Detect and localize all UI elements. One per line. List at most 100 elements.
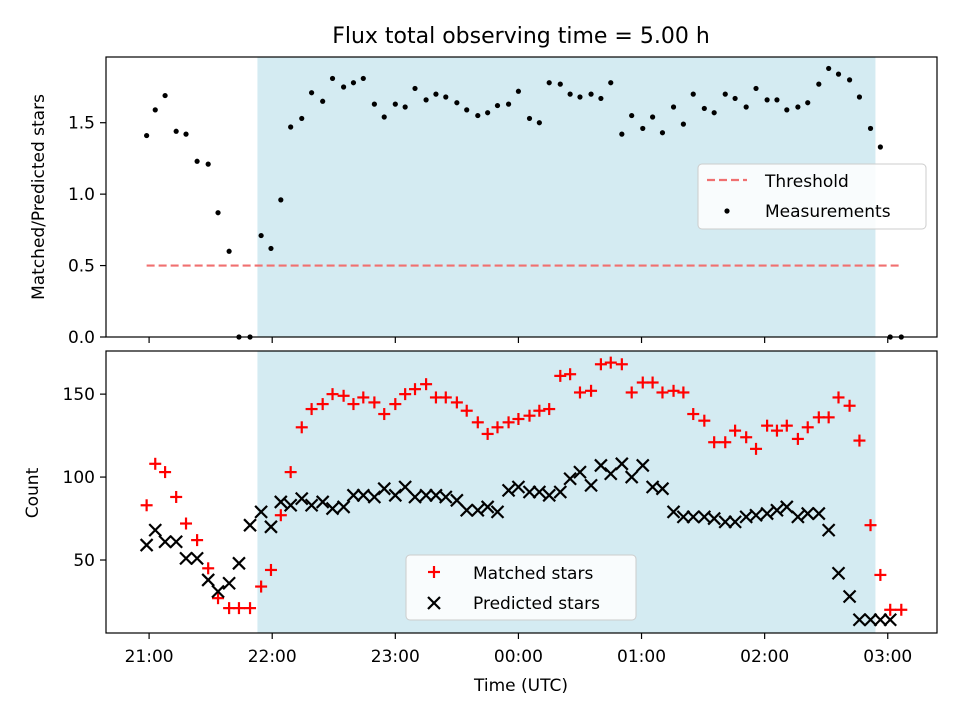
predicted-star-point [728, 515, 742, 529]
predicted-star-point [603, 466, 618, 481]
measurement-point [856, 94, 863, 100]
matched-star-point [149, 457, 162, 470]
matched-star-point [801, 421, 814, 434]
measurement-point [299, 115, 305, 122]
chart-title: Flux total observing time = 5.00 h [332, 24, 710, 49]
predicted-star-point [190, 551, 204, 566]
matched-star-point [274, 509, 287, 522]
measurement-point [162, 92, 168, 99]
measurement-point [144, 132, 150, 139]
measurement-point [371, 101, 377, 107]
matched-star-point [832, 391, 845, 404]
measurement-point [173, 128, 179, 134]
predicted-star-point [480, 500, 495, 514]
predicted-star-point [791, 510, 805, 524]
matched-star-point [439, 391, 452, 404]
predicted-star-point [222, 576, 236, 591]
measurement-point [764, 97, 770, 103]
measurement-point [577, 94, 583, 100]
top-y-tick-label: 1.5 [68, 114, 95, 134]
matched-star-point [378, 408, 391, 421]
measurement-point [443, 94, 449, 100]
measurement-point [640, 125, 646, 132]
predicted-star-point [883, 612, 897, 627]
measurement-point [805, 100, 811, 106]
measurement-point [588, 91, 594, 97]
predicted-star-point [553, 485, 568, 499]
matched-star-point [719, 436, 732, 449]
matched-star-point [244, 602, 257, 615]
legend-predicted-swatch [427, 596, 441, 610]
matched-star-point [761, 419, 774, 432]
predicted-star-point [419, 488, 433, 503]
legend-measurements-swatch [724, 208, 730, 214]
x-tick-label: 01:00 [617, 647, 666, 667]
predicted-star-point [676, 510, 691, 524]
matched-star-point [667, 384, 680, 397]
measurement-point [183, 131, 189, 137]
bottom-axes-frame [105, 350, 938, 634]
bottom-y-axis-label: Count [23, 467, 43, 518]
predicted-star-point [243, 518, 257, 532]
predicted-star-point [842, 589, 857, 604]
matched-star-point [232, 602, 245, 615]
bottom-panel: 50 100 150 21:00 22:00 23:00 00:00 01:00 02:00 0… [23, 350, 938, 696]
predicted-star-point [408, 490, 422, 504]
predicted-star-point [780, 500, 794, 514]
measurement-point [308, 90, 315, 96]
count-points [139, 356, 908, 627]
predicted-star-point [336, 500, 351, 514]
matched-star-point [202, 562, 215, 575]
measurement-point [392, 101, 398, 107]
predicted-star-point [852, 612, 867, 627]
matched-star-point [554, 369, 567, 382]
measurement-point [816, 81, 822, 87]
predicted-star-point [169, 534, 183, 549]
predicted-star-point [490, 505, 505, 519]
matched-star-point [420, 378, 433, 391]
matched-star-point [180, 517, 193, 530]
predicted-star-point [179, 551, 193, 566]
predicted-star-point [283, 498, 298, 513]
measurement-point [701, 105, 707, 112]
matched-star-point [853, 434, 866, 447]
measurement-point [650, 114, 656, 120]
matched-star-point [212, 592, 225, 605]
measurement-point [753, 85, 759, 92]
measurement-point [494, 102, 501, 109]
predicted-star-point [274, 495, 288, 509]
matched-star-point [625, 386, 638, 399]
predicted-star-point [812, 506, 826, 521]
matched-star-point [316, 398, 329, 411]
matched-star-point [708, 436, 721, 449]
predicted-star-point [304, 498, 319, 513]
predicted-star-point [800, 506, 815, 521]
x-tick-label: 23:00 [371, 647, 420, 667]
x-tick-label: 21:00 [125, 647, 174, 667]
matched-star-point [533, 404, 546, 417]
predicted-star-point [294, 491, 309, 506]
predicted-star-point [356, 488, 371, 503]
legend-matched-label: Matched stars [473, 564, 593, 584]
measurement-point [381, 114, 387, 120]
bottom-x-ticks: 21:00 22:00 23:00 00:00 01:00 02:00 03:00 [125, 633, 912, 667]
predicted-star-point [542, 488, 556, 503]
measurement-point [619, 131, 625, 137]
bottom-y-tick-label: 100 [63, 468, 95, 488]
matched-star-point [729, 424, 742, 437]
measurement-point [258, 232, 264, 239]
matched-star-point [791, 432, 804, 445]
predicted-star-point [563, 471, 577, 486]
matched-star-point [399, 388, 412, 401]
predicted-star-point [148, 523, 163, 537]
predicted-star-point [635, 458, 650, 473]
measurement-point [226, 248, 232, 254]
measurement-point [278, 197, 284, 203]
measurement-point [402, 104, 408, 110]
legend-matched-swatch [428, 566, 440, 578]
measurement-point [215, 210, 221, 216]
matched-star-point [656, 386, 669, 399]
measurement-point [341, 84, 347, 90]
predicted-star-point [770, 503, 784, 518]
